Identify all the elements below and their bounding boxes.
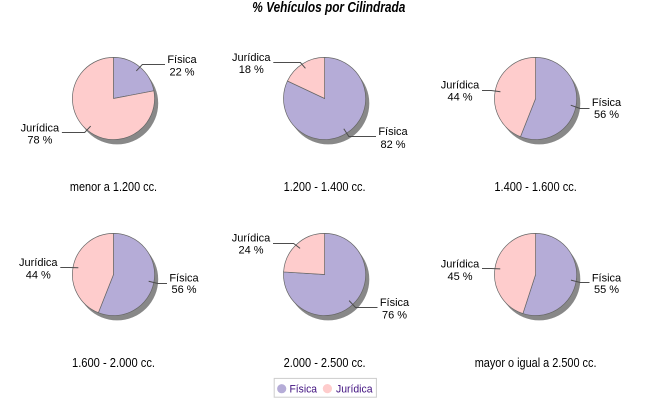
svg-text:56 %: 56 % — [171, 284, 196, 296]
svg-text:55 %: 55 % — [594, 284, 619, 296]
svg-text:Física: Física — [169, 272, 199, 284]
svg-text:82 %: 82 % — [380, 139, 405, 151]
svg-text:Física: Física — [380, 297, 410, 309]
svg-text:mayor o igual a 2.500 cc.: mayor o igual a 2.500 cc. — [475, 355, 597, 370]
svg-text:1.200 - 1.400 cc.: 1.200 - 1.400 cc. — [284, 179, 366, 194]
svg-text:menor a 1.200 cc.: menor a 1.200 cc. — [70, 179, 157, 194]
svg-text:Física: Física — [167, 54, 197, 66]
svg-text:Jurídica: Jurídica — [232, 52, 271, 64]
svg-text:Física: Física — [592, 97, 622, 109]
svg-text:1.600 - 2.000 cc.: 1.600 - 2.000 cc. — [72, 355, 155, 370]
svg-text:Jurídica: Jurídica — [19, 257, 58, 269]
svg-text:2.000 - 2.500 cc.: 2.000 - 2.500 cc. — [284, 355, 366, 370]
svg-text:45 %: 45 % — [447, 271, 472, 283]
svg-text:Física: Física — [378, 126, 408, 138]
svg-text:44 %: 44 % — [447, 92, 472, 104]
svg-text:Física: Física — [592, 272, 622, 284]
svg-text:Jurídica: Jurídica — [21, 123, 60, 135]
svg-text:18 %: 18 % — [239, 64, 264, 76]
svg-text:Física: Física — [290, 384, 318, 396]
svg-text:Jurídica: Jurídica — [336, 384, 373, 396]
svg-text:24 %: 24 % — [238, 245, 263, 257]
svg-text:1.400 - 1.600 cc.: 1.400 - 1.600 cc. — [494, 179, 577, 194]
svg-text:22 %: 22 % — [169, 67, 194, 79]
svg-text:76 %: 76 % — [382, 309, 407, 321]
svg-text:Jurídica: Jurídica — [232, 232, 271, 244]
svg-text:44 %: 44 % — [26, 270, 51, 282]
svg-text:% Vehículos por Cilindrada: % Vehículos por Cilindrada — [252, 0, 405, 16]
svg-text:56 %: 56 % — [594, 109, 619, 121]
svg-text:78 %: 78 % — [27, 135, 52, 147]
svg-text:Jurídica: Jurídica — [441, 80, 480, 92]
svg-text:Jurídica: Jurídica — [441, 259, 480, 271]
